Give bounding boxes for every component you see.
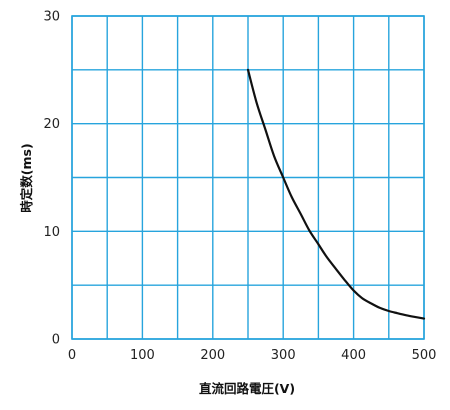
x-axis-label: 直流回路電圧(V) [199, 381, 295, 396]
tick-labels: 0 100 200 300 400 500 0 10 20 30 [43, 10, 436, 364]
time-constant-curve [246, 68, 426, 320]
series-layer [246, 68, 426, 320]
y-tick-label: 30 [43, 10, 60, 25]
grid [71, 15, 425, 340]
x-tick-label: 500 [412, 348, 437, 363]
x-tick-label: 100 [130, 348, 155, 363]
x-tick-label: 400 [341, 348, 366, 363]
x-tick-label: 200 [200, 348, 225, 363]
y-tick-label: 10 [43, 225, 60, 240]
x-tick-label: 0 [68, 348, 76, 363]
x-tick-label: 300 [271, 348, 296, 363]
plot-frame [71, 15, 425, 340]
y-tick-label: 0 [52, 333, 60, 348]
y-axis-label: 時定数(ms) [19, 143, 34, 212]
y-tick-label: 20 [43, 117, 60, 132]
